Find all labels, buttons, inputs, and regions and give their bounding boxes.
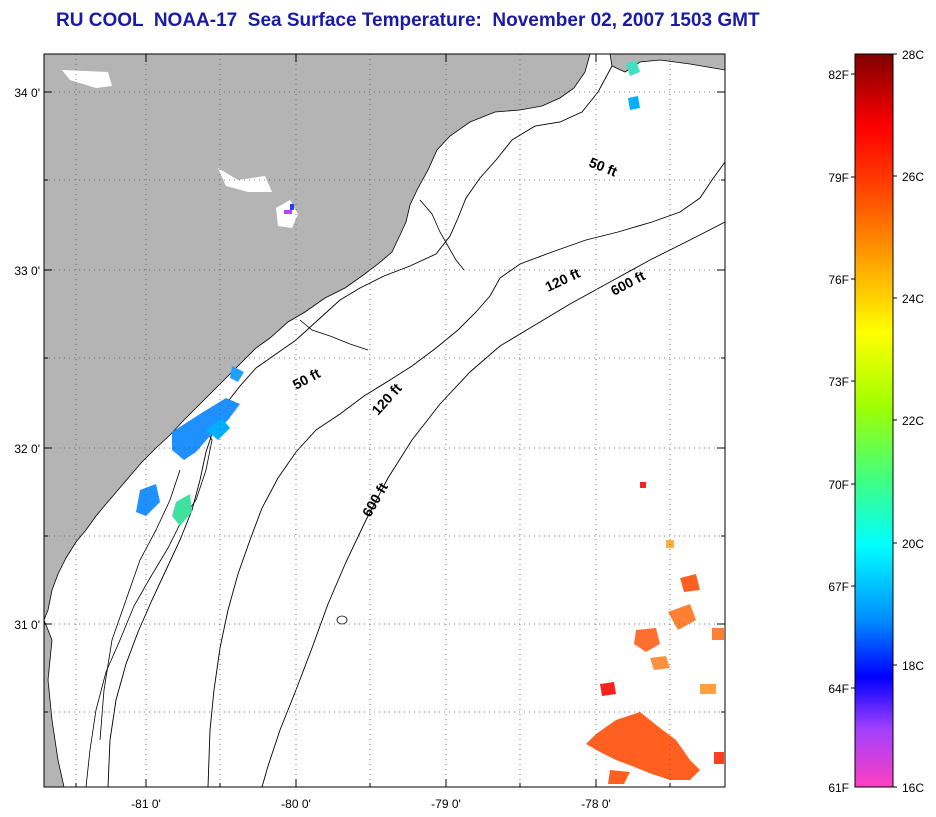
colorbar: 82F 79F 76F 73F 70F 67F 64F 61F 28C 26C … [828, 48, 924, 795]
colorbar-f-label: 82F [828, 68, 849, 82]
colorbar-f-label: 73F [828, 375, 849, 389]
colorbar-c-label: 26C [902, 170, 924, 184]
colorbar-f-label: 64F [828, 682, 849, 696]
axis-ticks [44, 54, 725, 787]
lon-label: -79 0' [431, 797, 461, 811]
lon-label: -78 0' [581, 797, 611, 811]
lon-label: -80 0' [281, 797, 311, 811]
sst-patches-cool [136, 60, 640, 526]
lat-label: 34 0' [14, 86, 40, 100]
colorbar-c-label: 22C [902, 414, 924, 428]
colorbar-f-label: 79F [828, 171, 849, 185]
colorbar-c-label: 16C [902, 781, 924, 795]
colorbar-c-label: 18C [902, 659, 924, 673]
map-title: RU COOL NOAA-17 Sea Surface Temperature:… [56, 10, 760, 31]
graticule [44, 54, 725, 787]
colorbar-f-label: 67F [828, 580, 849, 594]
isobath-120ft [207, 161, 725, 787]
map-area [44, 54, 725, 787]
lon-label: -81 0' [131, 797, 161, 811]
lat-label: 31 0' [14, 618, 40, 632]
colorbar-c-label: 20C [902, 537, 924, 551]
land-mass [44, 54, 591, 621]
map-border [43, 53, 726, 788]
colorbar-gradient [854, 53, 894, 788]
lat-label: 32 0' [14, 442, 40, 456]
lat-label: 33 0' [14, 264, 40, 278]
isobath-50ft [107, 65, 613, 787]
colorbar-c-label: 24C [902, 292, 924, 306]
sst-patches-warm [586, 482, 724, 784]
colorbar-f-label: 70F [828, 478, 849, 492]
colorbar-c-label: 28C [902, 48, 924, 62]
colorbar-f-label: 76F [828, 273, 849, 287]
colorbar-f-label: 61F [828, 781, 849, 795]
